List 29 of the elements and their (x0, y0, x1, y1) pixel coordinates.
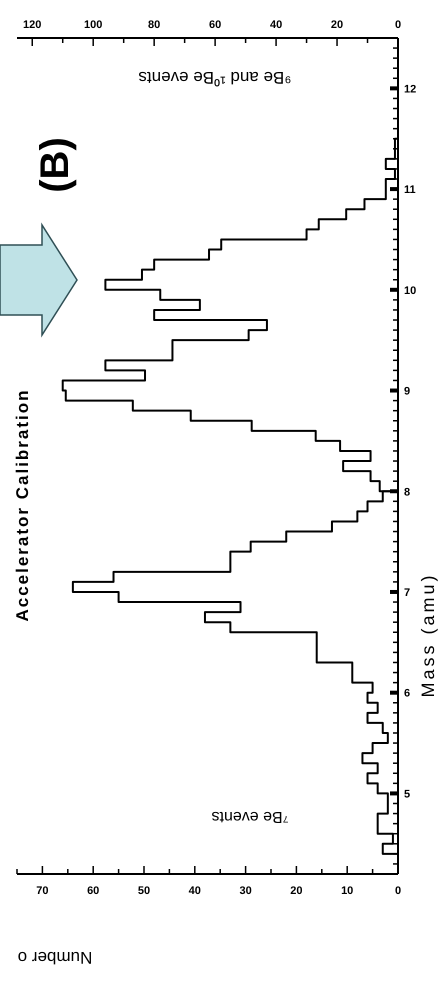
y-axis-title: Mass (amu) (418, 572, 438, 698)
x-tick-label: 0 (394, 885, 402, 897)
y-tick-label: 12 (404, 83, 416, 96)
x-tick-label: 70 (36, 885, 49, 897)
y-tick-label: 9 (404, 386, 410, 398)
y-tick-label: 11 (404, 184, 416, 196)
x-tick-label: 60 (87, 885, 100, 897)
y-tick-label: 7 (404, 586, 410, 599)
x-tick-label: 10 (341, 885, 354, 897)
y-tick-label: 5 (404, 788, 410, 800)
x-tick-label: 20 (290, 885, 303, 897)
x-tick-label: 30 (239, 885, 252, 897)
x-tick-label: 100 (84, 19, 102, 31)
x-tick-label: 80 (148, 19, 160, 31)
y-tick-label: 10 (404, 284, 416, 297)
x-tick-label: 0 (394, 19, 402, 31)
y-tick-label: 6 (404, 688, 410, 700)
x-tick-label: 20 (330, 19, 344, 31)
y-tick-label: 8 (404, 486, 410, 498)
text: Accelerator Calibration (13, 388, 32, 622)
annotation: (B) (33, 137, 77, 193)
x-tick-label: 60 (208, 19, 222, 31)
x-tick-label: 40 (270, 19, 282, 31)
x-tick-label: 40 (188, 885, 201, 897)
x-axis-title: ⁹Be and ¹⁰Be events (138, 68, 292, 87)
x-axis-title: Number o (18, 948, 92, 967)
x-tick-label: 50 (138, 885, 150, 897)
annotation: ⁷Be events (212, 808, 288, 825)
x-tick-label: 120 (23, 19, 42, 31)
